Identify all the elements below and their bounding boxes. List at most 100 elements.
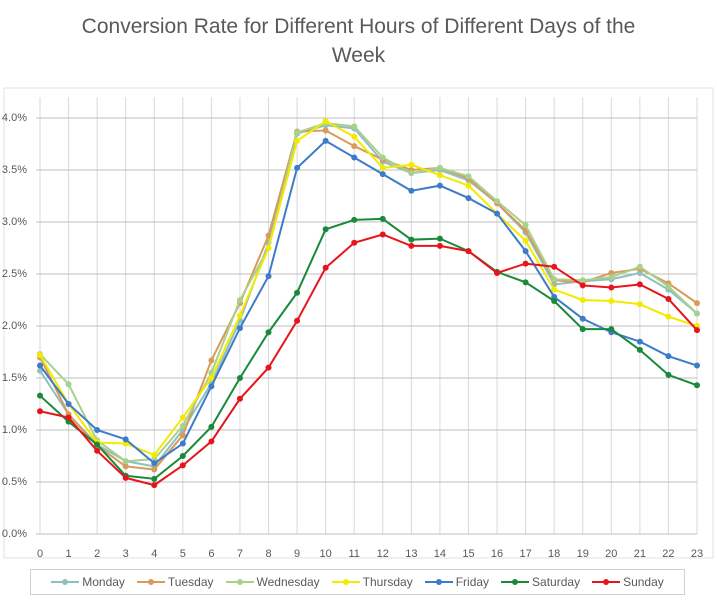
legend-item: Tuesday	[136, 575, 214, 589]
point	[351, 133, 358, 140]
x-tick-label: 10	[320, 548, 332, 560]
series-line	[39, 233, 698, 487]
point	[179, 422, 186, 429]
point	[636, 346, 643, 353]
point	[436, 182, 443, 189]
legend-label: Saturday	[532, 575, 581, 589]
point	[265, 273, 272, 280]
point	[236, 297, 243, 303]
point	[351, 239, 358, 246]
point	[94, 441, 101, 448]
point	[265, 245, 272, 251]
point	[122, 440, 129, 447]
point	[694, 382, 700, 389]
point	[322, 137, 329, 144]
point	[636, 281, 643, 288]
point	[465, 182, 472, 189]
legend-swatch	[136, 579, 165, 585]
point	[522, 260, 529, 267]
point	[551, 286, 558, 293]
x-tick-label: 22	[662, 548, 674, 560]
point	[551, 298, 558, 305]
legend-label: Monday	[82, 575, 125, 589]
point	[351, 143, 358, 150]
point	[236, 375, 243, 381]
x-tick-label: 21	[634, 548, 646, 560]
legend-swatch	[225, 579, 254, 585]
point	[665, 283, 672, 290]
point	[179, 432, 186, 439]
point	[322, 226, 329, 233]
legend-label: Thursday	[362, 575, 413, 589]
point	[294, 137, 301, 144]
legend-item: Thursday	[331, 575, 413, 589]
point	[665, 295, 672, 302]
point	[37, 392, 43, 399]
series-line	[39, 119, 698, 457]
point	[94, 427, 101, 433]
legend-item: Monday	[51, 575, 125, 589]
point	[265, 329, 272, 336]
y-tick-label: 3.0%	[2, 216, 27, 228]
x-tick-label: 23	[691, 548, 703, 560]
chart-title: Conversion Rate for Different Hours of D…	[81, 15, 636, 67]
legend-swatch	[592, 579, 621, 585]
legend-marker	[435, 579, 442, 585]
point	[408, 187, 415, 194]
point	[608, 326, 615, 333]
y-tick-label: 1.0%	[2, 424, 27, 436]
x-tick-label: 5	[180, 548, 186, 560]
x-tick-label: 1	[66, 548, 72, 560]
legend-item: Sunday	[592, 575, 664, 589]
x-tick-label: 13	[405, 548, 417, 560]
point	[122, 474, 129, 481]
series-line	[39, 124, 698, 468]
point	[122, 436, 129, 443]
y-tick-label: 1.5%	[2, 372, 27, 384]
point	[322, 127, 329, 134]
legend-marker	[342, 579, 349, 585]
point	[636, 301, 643, 308]
point	[151, 460, 158, 467]
point	[694, 310, 700, 317]
point	[465, 173, 472, 180]
series-line	[39, 122, 698, 463]
y-tick-label: 3.5%	[2, 164, 27, 176]
point	[294, 289, 301, 296]
point	[208, 375, 215, 381]
point	[65, 401, 72, 407]
point	[294, 317, 301, 324]
point	[694, 327, 700, 334]
legend-marker	[62, 579, 69, 585]
legend-label: Sunday	[623, 575, 664, 589]
point	[608, 284, 615, 291]
point	[408, 170, 415, 177]
legend: Monday Tuesday Wednesday Thursday Friday Satu…	[30, 569, 685, 595]
point	[208, 438, 215, 445]
point	[579, 326, 586, 333]
x-tick-label: 9	[294, 548, 300, 560]
point	[436, 242, 443, 249]
point	[522, 248, 529, 255]
point	[551, 276, 558, 283]
point	[408, 161, 415, 168]
point	[579, 315, 586, 322]
point	[379, 154, 386, 161]
point	[579, 282, 586, 289]
y-tick-label: 2.5%	[2, 268, 27, 280]
point	[65, 414, 72, 421]
legend-marker	[512, 579, 519, 585]
point	[94, 447, 101, 454]
plot-frame	[3, 87, 714, 559]
x-tick-label: 14	[434, 548, 446, 560]
point	[694, 362, 700, 369]
point	[122, 458, 129, 465]
point	[179, 414, 186, 421]
x-tick-label: 8	[265, 548, 271, 560]
point	[522, 222, 529, 229]
legend-item: Saturday	[501, 575, 580, 589]
y-tick-label: 4.0%	[2, 112, 27, 124]
point	[636, 338, 643, 345]
point	[294, 129, 301, 136]
point	[322, 264, 329, 271]
